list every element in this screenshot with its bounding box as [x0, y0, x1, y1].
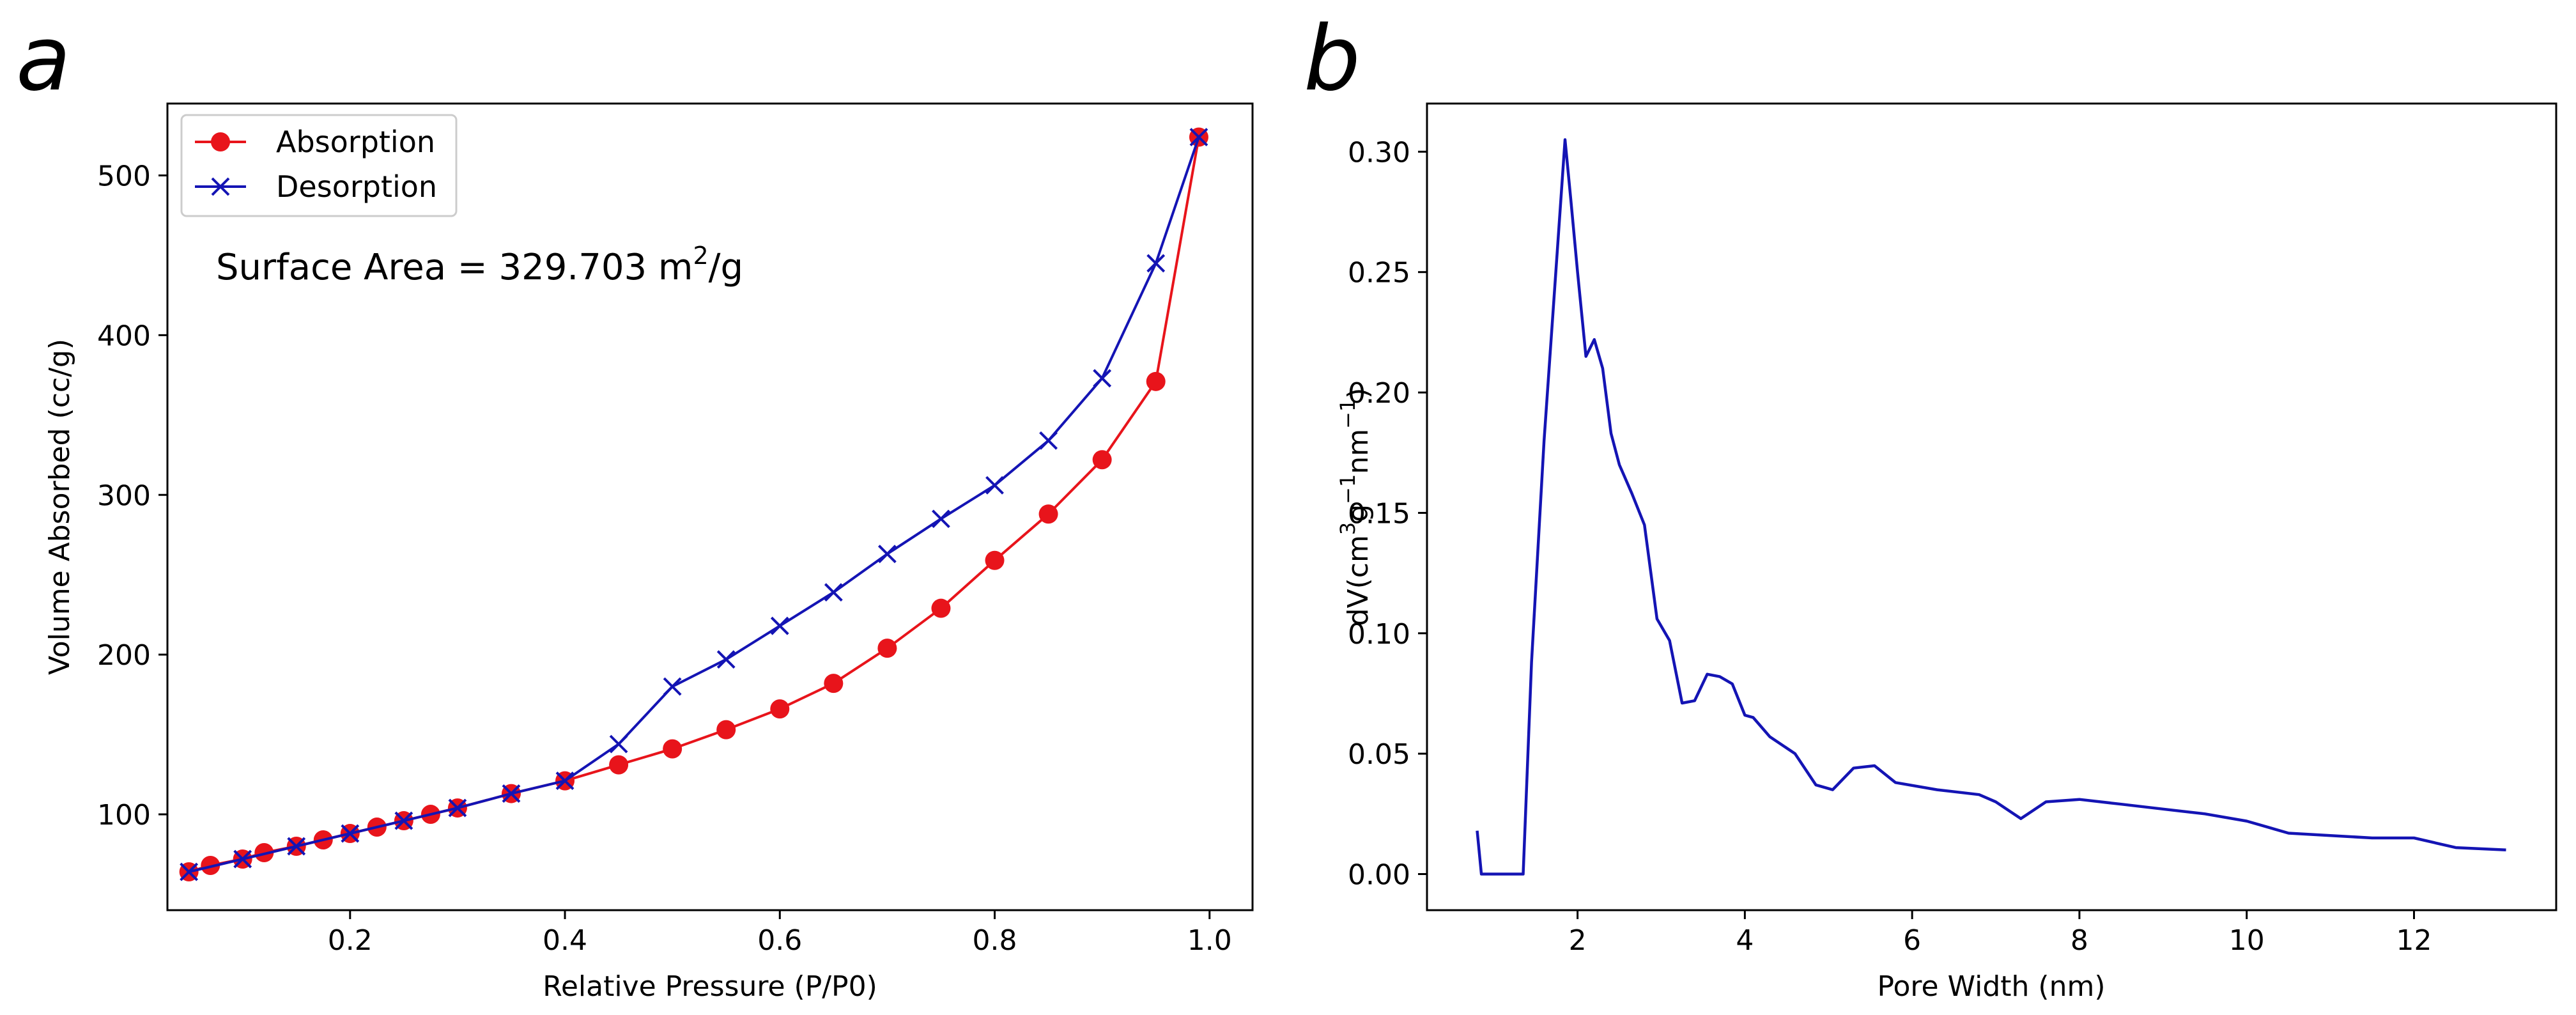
a-point-desorption	[341, 824, 360, 843]
legend-marker-desorption	[211, 177, 230, 196]
chart-a-legend: Absorption Desorption	[180, 114, 458, 217]
chart-b: 2 4 6 8 10 12 0.00 0.05 0.10 0.15 0.20 0.25 0.30 Por…	[1336, 102, 2557, 1003]
b-ytick-label: 0.05	[1348, 738, 1410, 771]
a-point-absorption	[877, 639, 897, 658]
b-ytick-label: 0.25	[1348, 257, 1410, 290]
b-ytick-label: 0.20	[1348, 377, 1410, 410]
chart-b-xlabel: Pore Width (nm)	[1878, 970, 2106, 1003]
legend-label-absorption: Absorption	[276, 125, 435, 159]
a-xtick-label: 0.6	[757, 924, 802, 957]
a-point-absorption	[931, 598, 951, 618]
legend-marker-absorption	[211, 132, 230, 151]
chart-a-ticks: 0.2 0.4 0.6 0.8 1.0 100 200 300 400 500	[97, 160, 1232, 957]
chart-a-frame	[166, 102, 1254, 911]
a-point-absorption	[985, 550, 1005, 570]
b-ytick-label: 0.15	[1348, 497, 1410, 530]
a-point-desorption	[932, 509, 950, 529]
a-point-absorption	[770, 699, 790, 719]
legend-label-desorption: Desorption	[276, 169, 437, 204]
a-point-desorption	[663, 677, 682, 696]
chart-a-series	[179, 127, 1208, 882]
a-point-desorption	[287, 837, 306, 856]
a-point-desorption	[824, 583, 843, 602]
a-point-desorption	[1039, 431, 1058, 450]
a-point-desorption	[233, 849, 252, 869]
chart-a-xlabel: Relative Pressure (P/P0)	[543, 970, 877, 1003]
panel-letter-b: b	[1304, 7, 1361, 111]
b-series-line-0	[1476, 138, 2506, 876]
a-point-desorption	[1189, 128, 1208, 146]
b-ytick-label: 0.30	[1348, 136, 1410, 169]
a-point-absorption	[1092, 450, 1112, 470]
a-point-absorption	[716, 720, 736, 740]
a-xtick-label: 0.8	[973, 924, 1017, 957]
a-xtick-label: 0.2	[328, 924, 373, 957]
a-point-desorption	[502, 784, 521, 803]
a-point-desorption	[1093, 369, 1112, 388]
a-ytick-label: 200	[97, 639, 151, 672]
a-point-desorption	[180, 862, 199, 881]
chart-a-ylabel: Volume Absorbed (cc/g)	[43, 339, 76, 675]
a-point-desorption	[877, 545, 897, 564]
b-ytick-label: 0.00	[1348, 858, 1410, 891]
a-ytick-label: 500	[97, 160, 151, 192]
a-point-desorption	[770, 616, 789, 635]
a-point-desorption	[1146, 254, 1166, 273]
a-xtick-label: 0.4	[543, 924, 587, 957]
a-point-absorption	[1038, 504, 1058, 524]
b-xtick-label: 12	[2396, 924, 2432, 957]
a-point-desorption	[716, 650, 736, 669]
a-xtick-label: 1.0	[1187, 924, 1232, 957]
a-point-desorption	[555, 771, 575, 790]
a-point-desorption	[448, 798, 467, 817]
b-ytick-label: 0.10	[1348, 618, 1410, 651]
a-point-desorption	[609, 734, 628, 754]
b-xtick-label: 8	[2071, 924, 2088, 957]
panel-letter-a: a	[16, 7, 71, 111]
a-ytick-label: 400	[97, 320, 151, 352]
a-ytick-label: 100	[97, 799, 151, 832]
chart-b-series	[1476, 138, 2506, 876]
chart-b-ticks: 2 4 6 8 10 12 0.00 0.05 0.10 0.15 0.20 0.25 0.30	[1348, 136, 2432, 957]
a-ytick-label: 300	[97, 479, 151, 512]
b-xtick-label: 4	[1736, 924, 1754, 957]
chart-a: 0.2 0.4 0.6 0.8 1.0 100 200 300 400 500 Relative …	[43, 102, 1254, 1003]
b-xtick-label: 2	[1569, 924, 1587, 957]
b-xtick-label: 10	[2229, 924, 2265, 957]
legend-box	[180, 114, 458, 217]
a-point-absorption	[1146, 371, 1166, 391]
a-point-desorption	[394, 811, 413, 830]
a-point-absorption	[609, 755, 629, 775]
a-point-absorption	[824, 674, 844, 693]
b-xtick-label: 6	[1903, 924, 1921, 957]
a-point-desorption	[985, 476, 1004, 495]
surface-area-annotation: Surface Area = 329.703 m2/g	[216, 242, 743, 288]
chart-b-frame	[1426, 102, 2557, 911]
chart-b-ylabel: dV(cm3g−1nm−1)	[1336, 388, 1375, 626]
a-point-absorption	[663, 739, 683, 759]
